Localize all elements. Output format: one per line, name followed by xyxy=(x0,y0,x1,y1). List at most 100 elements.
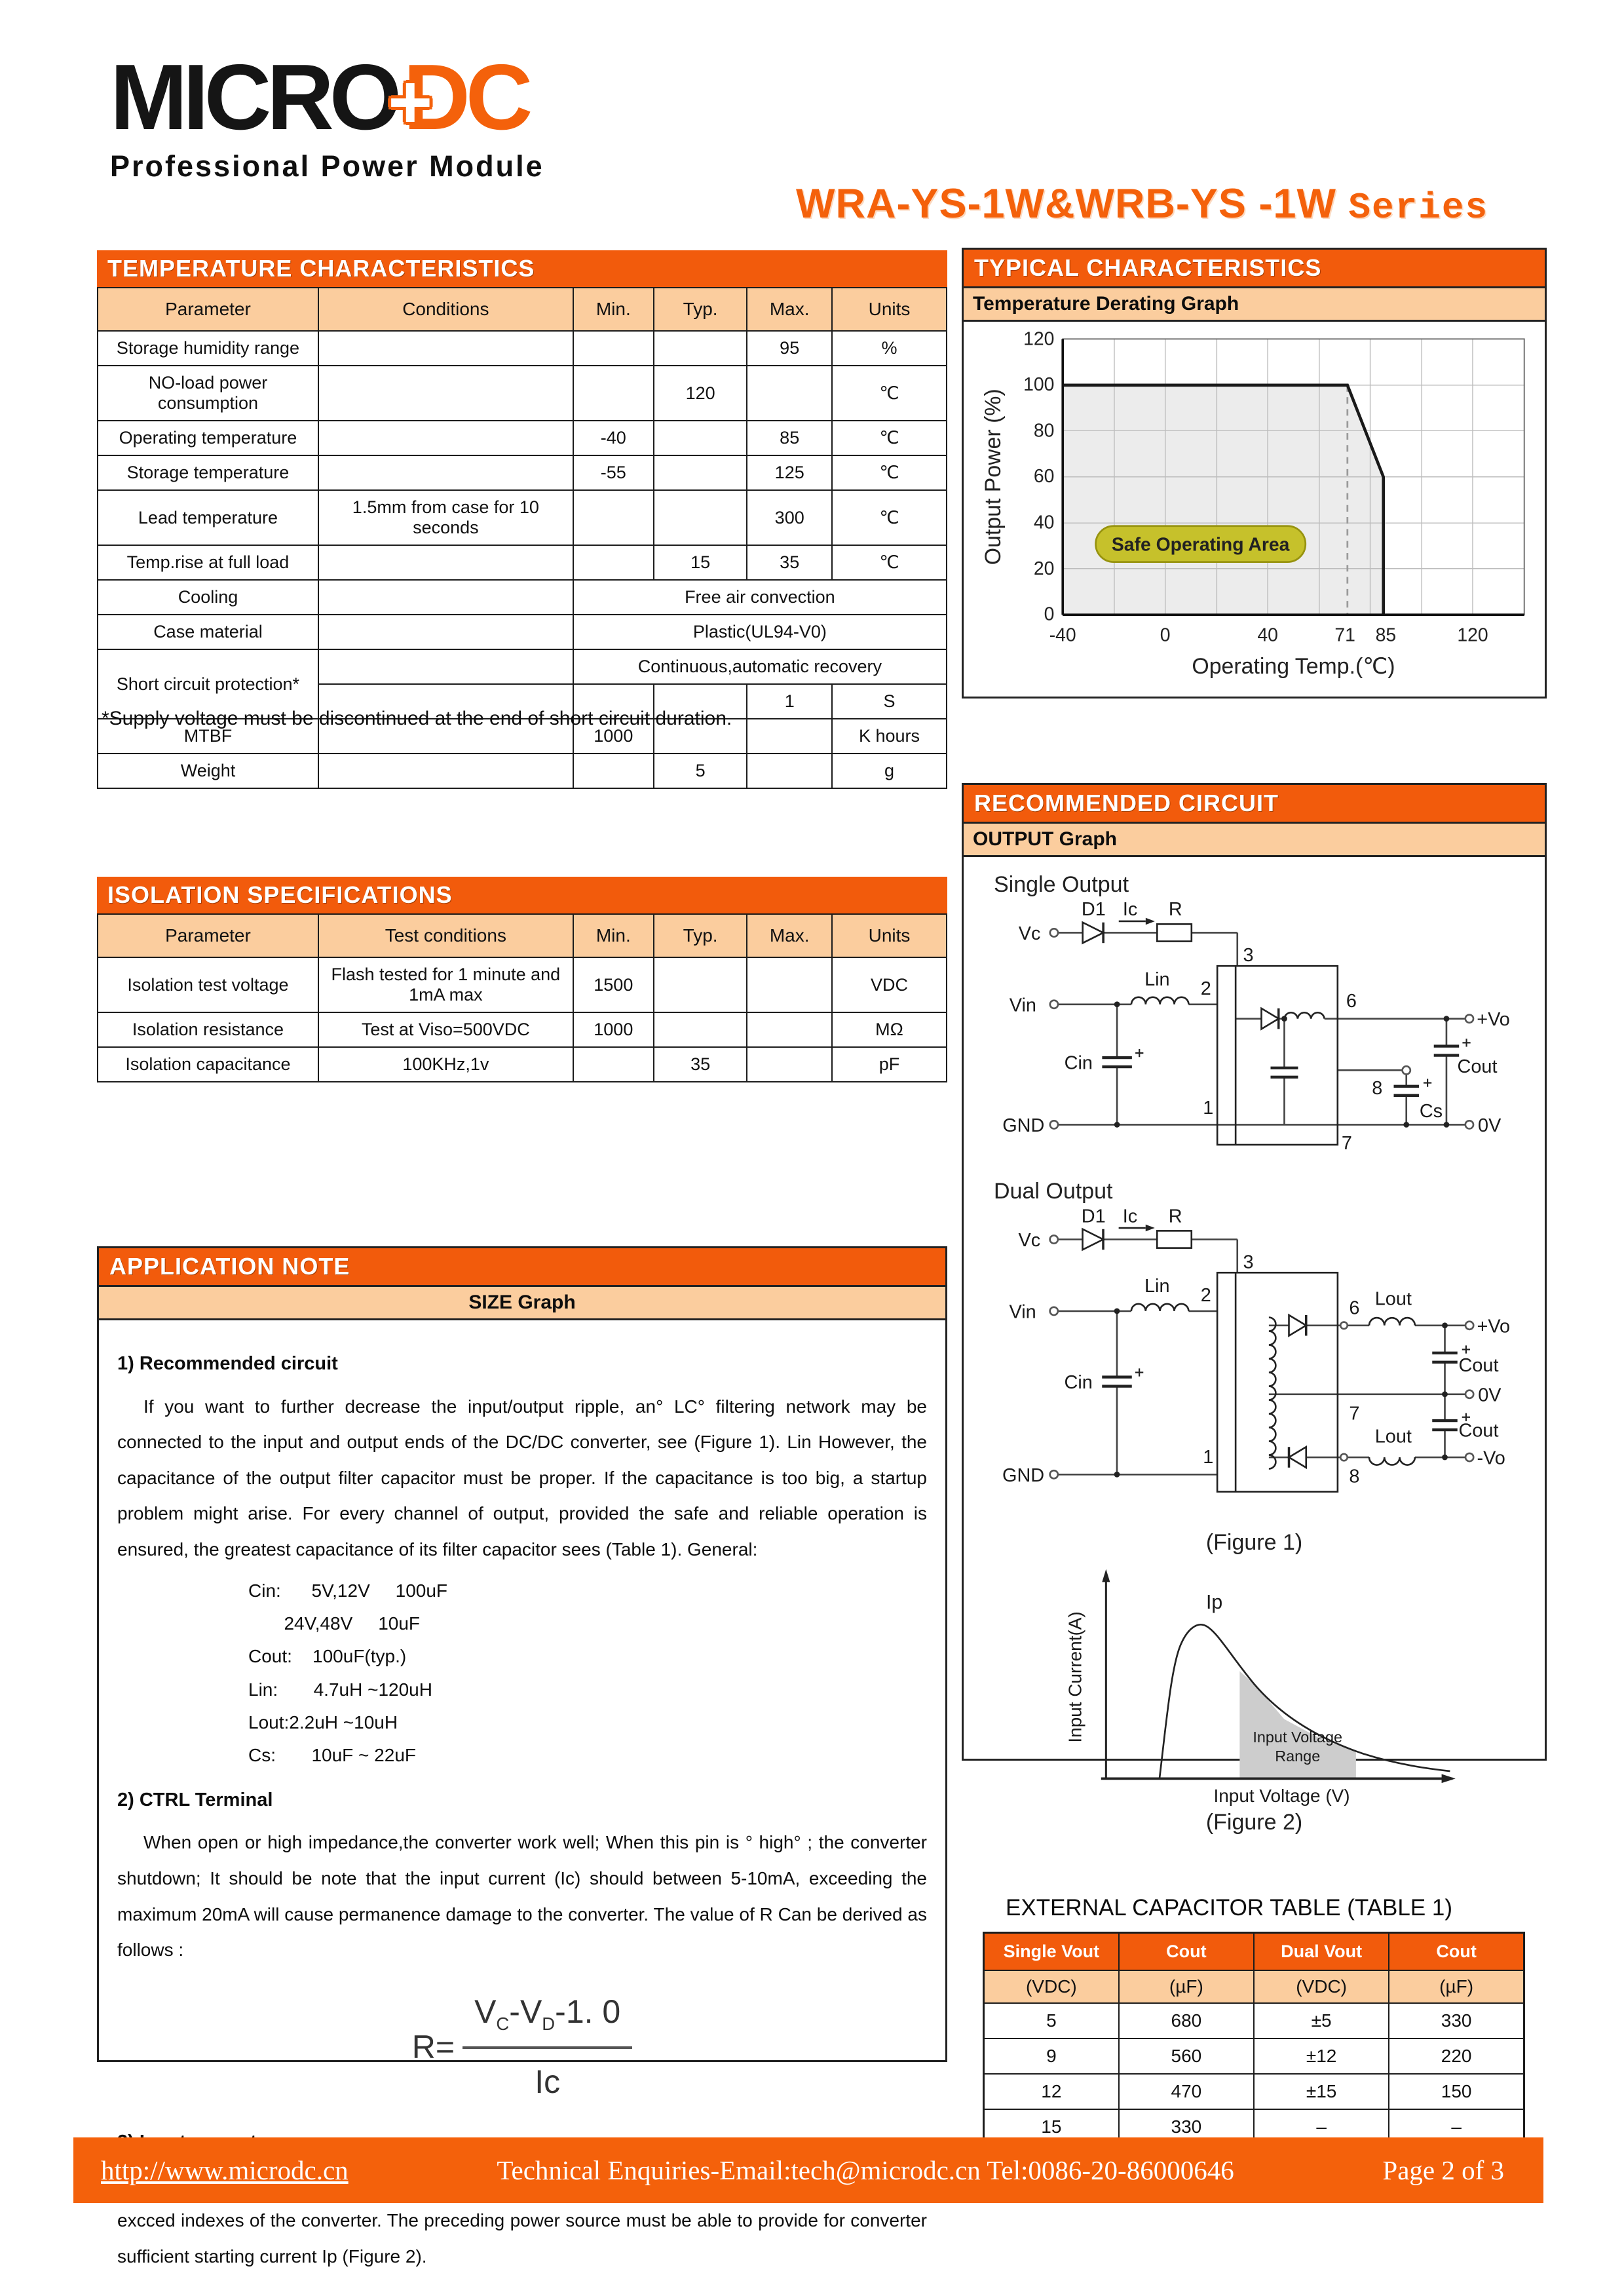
x-axis-arrow xyxy=(1441,1774,1456,1783)
table-cell: Storage humidity range xyxy=(97,330,319,366)
formula-denominator: Ic xyxy=(463,2046,633,2114)
capacitor-table: Single Vout Cout Dual Vout Cout (VDC) (µ… xyxy=(983,1932,1525,2146)
table-cell xyxy=(652,718,748,754)
svg-text:3: 3 xyxy=(1243,945,1253,966)
table-cell: 470 xyxy=(1118,2073,1255,2110)
table-cell xyxy=(572,683,654,719)
svg-text:Cin: Cin xyxy=(1064,1372,1092,1393)
table-cell xyxy=(317,753,574,789)
table-cell: 1.5mm from case for 10 seconds xyxy=(317,489,574,546)
svg-text:Lout: Lout xyxy=(1374,1426,1411,1447)
table-cell: % xyxy=(831,330,947,366)
svg-text:Cout: Cout xyxy=(1458,1354,1498,1375)
table-cell xyxy=(572,365,654,421)
table-cell xyxy=(652,489,748,546)
components xyxy=(1081,1224,1470,1493)
table-cell: 560 xyxy=(1118,2038,1255,2075)
table-cell xyxy=(572,330,654,366)
svg-text:R: R xyxy=(1168,1206,1182,1227)
table-cell: 5 xyxy=(983,2002,1120,2039)
website-link[interactable]: http://www.microdc.cn xyxy=(101,2155,349,2185)
table-cell: -55 xyxy=(572,455,654,491)
formula-numerator: VC-VD-1. 0 xyxy=(474,1993,621,2034)
table-row: Isolation capacitance 100KHz,1v 35 pF xyxy=(97,1046,947,1082)
svg-text:Vin: Vin xyxy=(1009,1301,1036,1322)
circuit-labels: Vc D1 Ic R 3 Lin 2 Vin Cin GND 1 6 8 7 C… xyxy=(1002,899,1510,1154)
table-cell: 5 xyxy=(652,753,748,789)
note-heading-1: 1) Recommended circuit xyxy=(117,1353,338,1374)
table-cell: -40 xyxy=(572,420,654,456)
table-cell: 220 xyxy=(1388,2038,1525,2075)
col-header: Single Vout xyxy=(983,1932,1120,1971)
table-cell xyxy=(317,649,574,685)
table-row: Isolation resistance Test at Viso=500VDC 1… xyxy=(97,1012,947,1048)
table-cell xyxy=(317,420,574,456)
formula-fraction: VC-VD-1. 0 Ic xyxy=(463,1980,633,2114)
table-cell: ±5 xyxy=(1253,2002,1390,2039)
col-header: Max. xyxy=(746,913,833,958)
wires xyxy=(1057,931,1465,1126)
svg-text:80: 80 xyxy=(1033,420,1054,441)
table-cell: Lead temperature xyxy=(97,489,319,546)
section-title-typical: TYPICAL CHARACTERISTICS xyxy=(964,250,1545,288)
svg-text:20: 20 xyxy=(1033,558,1054,579)
plus-icon: + xyxy=(388,59,432,144)
dual-output-heading: Dual Output xyxy=(994,1178,1113,1204)
table-row: Case material Plastic(UL94-V0) xyxy=(97,614,948,650)
table-cell: ℃ xyxy=(831,420,947,456)
table-row: 9 560 ±12 220 xyxy=(983,2038,1525,2075)
note-value-list: Cin: 5V,12V 100uF 24V,48V 10uF Cout: 100u… xyxy=(117,1575,927,1772)
svg-text:60: 60 xyxy=(1033,466,1054,487)
svg-text:1: 1 xyxy=(1203,1098,1213,1119)
list-item: Lin: 4.7uH ~120uH xyxy=(248,1679,432,1700)
table-cell xyxy=(746,1046,833,1082)
table-cell: Cooling xyxy=(97,579,319,615)
table-row: Cooling Free air convection xyxy=(97,579,948,615)
region-label-line1: Input Voltage xyxy=(1253,1729,1342,1746)
table-cell xyxy=(317,718,574,754)
col-header: Parameter xyxy=(97,287,319,332)
unit-cell: (µF) xyxy=(1118,1970,1255,2004)
svg-text:6: 6 xyxy=(1346,991,1356,1012)
svg-text:Cout: Cout xyxy=(1458,1420,1498,1441)
svg-text:2: 2 xyxy=(1200,978,1211,999)
subtitle-output-graph: OUTPUT Graph xyxy=(964,824,1545,857)
subtitle-derating-graph: Temperature Derating Graph xyxy=(964,288,1545,322)
isolation-specifications-section: ISOLATION SPECIFICATIONS Parameter Test … xyxy=(97,877,947,1082)
list-item: 24V,48V 10uF xyxy=(248,1613,421,1634)
table-cell: ±12 xyxy=(1253,2038,1390,2075)
table-cell xyxy=(317,330,574,366)
table-row: Isolation test voltage Flash tested for 1… xyxy=(97,957,947,1013)
table-cell: 1 xyxy=(746,683,833,719)
circuit-labels: Vc D1 Ic R 3 Lin 2 Vin Cin GND 1 6 Lout … xyxy=(1002,1206,1510,1487)
junction-dots xyxy=(1114,1308,1448,1478)
section-title-temperature: TEMPERATURE CHARACTERISTICS xyxy=(97,250,947,287)
dual-output-circuit-diagram: Vc D1 Ic R 3 Lin 2 Vin Cin GND 1 6 Lout … xyxy=(1002,1206,1510,1493)
svg-text:+Vo: +Vo xyxy=(1477,1009,1510,1030)
svg-text:D1: D1 xyxy=(1081,1206,1105,1227)
table-cell xyxy=(746,1012,833,1048)
table-header-row: Parameter Test conditions Min. Typ. Max.… xyxy=(97,913,947,958)
table-cell: Short circuit protection* xyxy=(97,649,319,719)
table-cell xyxy=(572,753,654,789)
table-header-row: Parameter Conditions Min. Typ. Max. Unit… xyxy=(97,287,947,332)
capacitor-table-wrap: Single Vout Cout Dual Vout Cout (VDC) (µ… xyxy=(983,1932,1525,2146)
table-cell: MΩ xyxy=(831,1012,947,1048)
table-cell: 12 xyxy=(983,2073,1120,2110)
col-header: Parameter xyxy=(97,913,319,958)
svg-text:D1: D1 xyxy=(1081,899,1105,920)
table-cell: Free air convection xyxy=(572,579,948,615)
table-cell xyxy=(572,1046,654,1082)
col-header: Cout xyxy=(1118,1932,1255,1971)
table-cell: 300 xyxy=(746,489,833,546)
table-cell: Test at Viso=500VDC xyxy=(317,1012,574,1048)
svg-text:+Vo: +Vo xyxy=(1477,1316,1510,1337)
col-header: Conditions xyxy=(317,287,574,332)
x-tick-labels: -40 0 40 71 85 120 xyxy=(1049,624,1488,645)
subtitle-size-graph: SIZE Graph xyxy=(99,1287,945,1320)
table-cell xyxy=(746,365,833,421)
table-row: MTBF 1000 K hours xyxy=(97,718,947,754)
table-cell: pF xyxy=(831,1046,947,1082)
table-cell: Isolation test voltage xyxy=(97,957,319,1013)
